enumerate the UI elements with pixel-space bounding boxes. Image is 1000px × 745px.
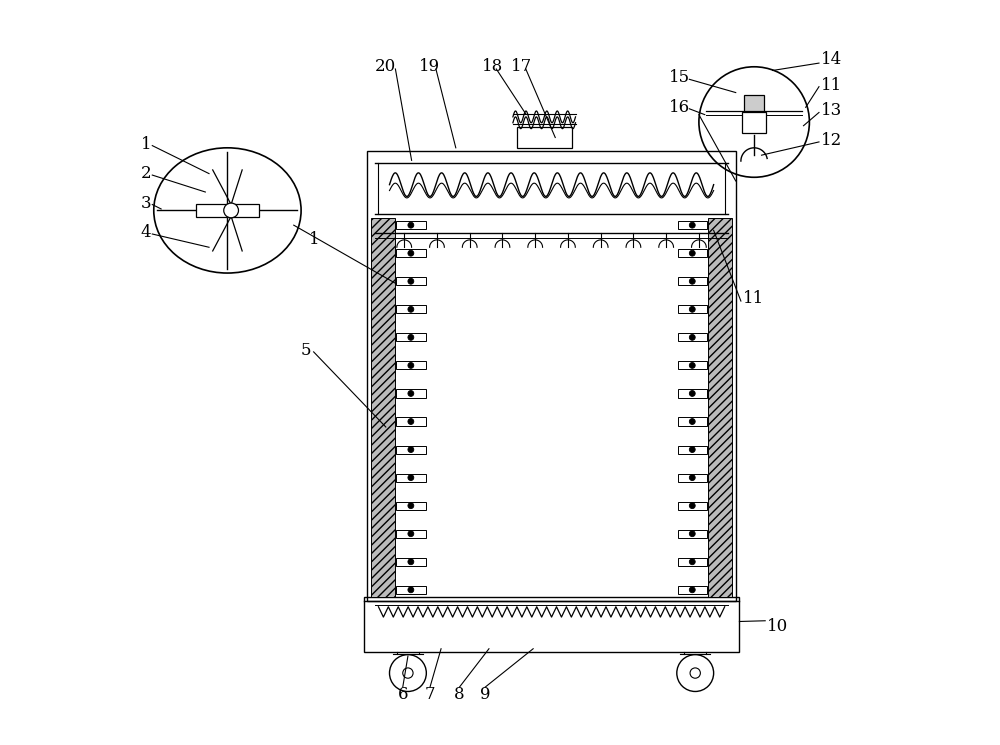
Bar (396, 558, 426, 565)
Text: 8: 8 (454, 686, 465, 703)
Bar (396, 305, 426, 314)
Text: 12: 12 (820, 132, 842, 149)
Circle shape (408, 475, 414, 481)
Text: 11: 11 (820, 77, 842, 94)
Text: 11: 11 (743, 291, 764, 308)
Circle shape (408, 446, 414, 452)
Text: 14: 14 (820, 51, 842, 68)
Text: 18: 18 (482, 58, 503, 75)
Text: 4: 4 (141, 224, 151, 241)
Bar (396, 221, 426, 229)
Circle shape (689, 587, 695, 593)
Circle shape (408, 530, 414, 536)
Text: 17: 17 (511, 58, 532, 75)
Circle shape (408, 559, 414, 565)
Bar (196, 204, 259, 217)
Bar (678, 586, 707, 594)
Circle shape (408, 419, 414, 425)
Bar (396, 530, 426, 538)
Bar (742, 112, 766, 133)
Bar (678, 305, 707, 314)
Text: 6: 6 (398, 686, 408, 703)
Bar (396, 249, 426, 257)
Text: 10: 10 (767, 618, 788, 635)
Circle shape (689, 335, 695, 340)
Circle shape (689, 390, 695, 396)
Circle shape (408, 250, 414, 256)
Text: 1: 1 (308, 232, 319, 248)
Circle shape (408, 279, 414, 284)
Text: 15: 15 (669, 69, 691, 86)
Text: 7: 7 (425, 686, 435, 703)
Bar (396, 474, 426, 482)
Circle shape (689, 250, 695, 256)
Bar (396, 446, 426, 454)
Bar (678, 361, 707, 370)
Circle shape (408, 335, 414, 340)
Bar (396, 333, 426, 341)
Bar (396, 501, 426, 510)
Circle shape (403, 668, 413, 678)
Circle shape (689, 530, 695, 536)
Circle shape (689, 446, 695, 452)
Circle shape (689, 503, 695, 509)
Circle shape (689, 559, 695, 565)
Bar (517, 127, 572, 148)
Text: 1: 1 (141, 136, 151, 153)
Bar (678, 221, 707, 229)
Bar (396, 390, 426, 398)
Bar (396, 417, 426, 425)
Bar (678, 277, 707, 285)
Circle shape (689, 475, 695, 481)
Bar (678, 417, 707, 425)
Bar (364, 597, 739, 653)
Circle shape (408, 306, 414, 312)
Circle shape (689, 363, 695, 368)
Circle shape (224, 203, 238, 218)
Bar (678, 530, 707, 538)
Circle shape (408, 363, 414, 368)
Circle shape (408, 390, 414, 396)
Text: 13: 13 (820, 103, 842, 119)
Bar (371, 218, 395, 597)
Bar (367, 151, 736, 601)
Bar (396, 361, 426, 370)
Bar (744, 95, 764, 111)
Bar (678, 501, 707, 510)
Circle shape (408, 587, 414, 593)
Bar (678, 333, 707, 341)
Bar (708, 218, 732, 597)
Bar (678, 390, 707, 398)
Text: 5: 5 (301, 342, 312, 359)
Circle shape (689, 419, 695, 425)
Circle shape (689, 279, 695, 284)
Circle shape (689, 306, 695, 312)
Bar (396, 277, 426, 285)
Text: 2: 2 (141, 165, 151, 182)
Circle shape (408, 503, 414, 509)
Circle shape (690, 668, 700, 678)
Bar (678, 558, 707, 565)
Circle shape (408, 222, 414, 228)
Bar (678, 474, 707, 482)
Text: 19: 19 (419, 58, 440, 75)
Text: 9: 9 (480, 686, 491, 703)
Bar (678, 446, 707, 454)
Text: 20: 20 (375, 58, 396, 75)
Bar (396, 586, 426, 594)
Circle shape (689, 222, 695, 228)
Text: 16: 16 (669, 99, 691, 115)
Bar (678, 249, 707, 257)
Text: 3: 3 (141, 194, 151, 212)
